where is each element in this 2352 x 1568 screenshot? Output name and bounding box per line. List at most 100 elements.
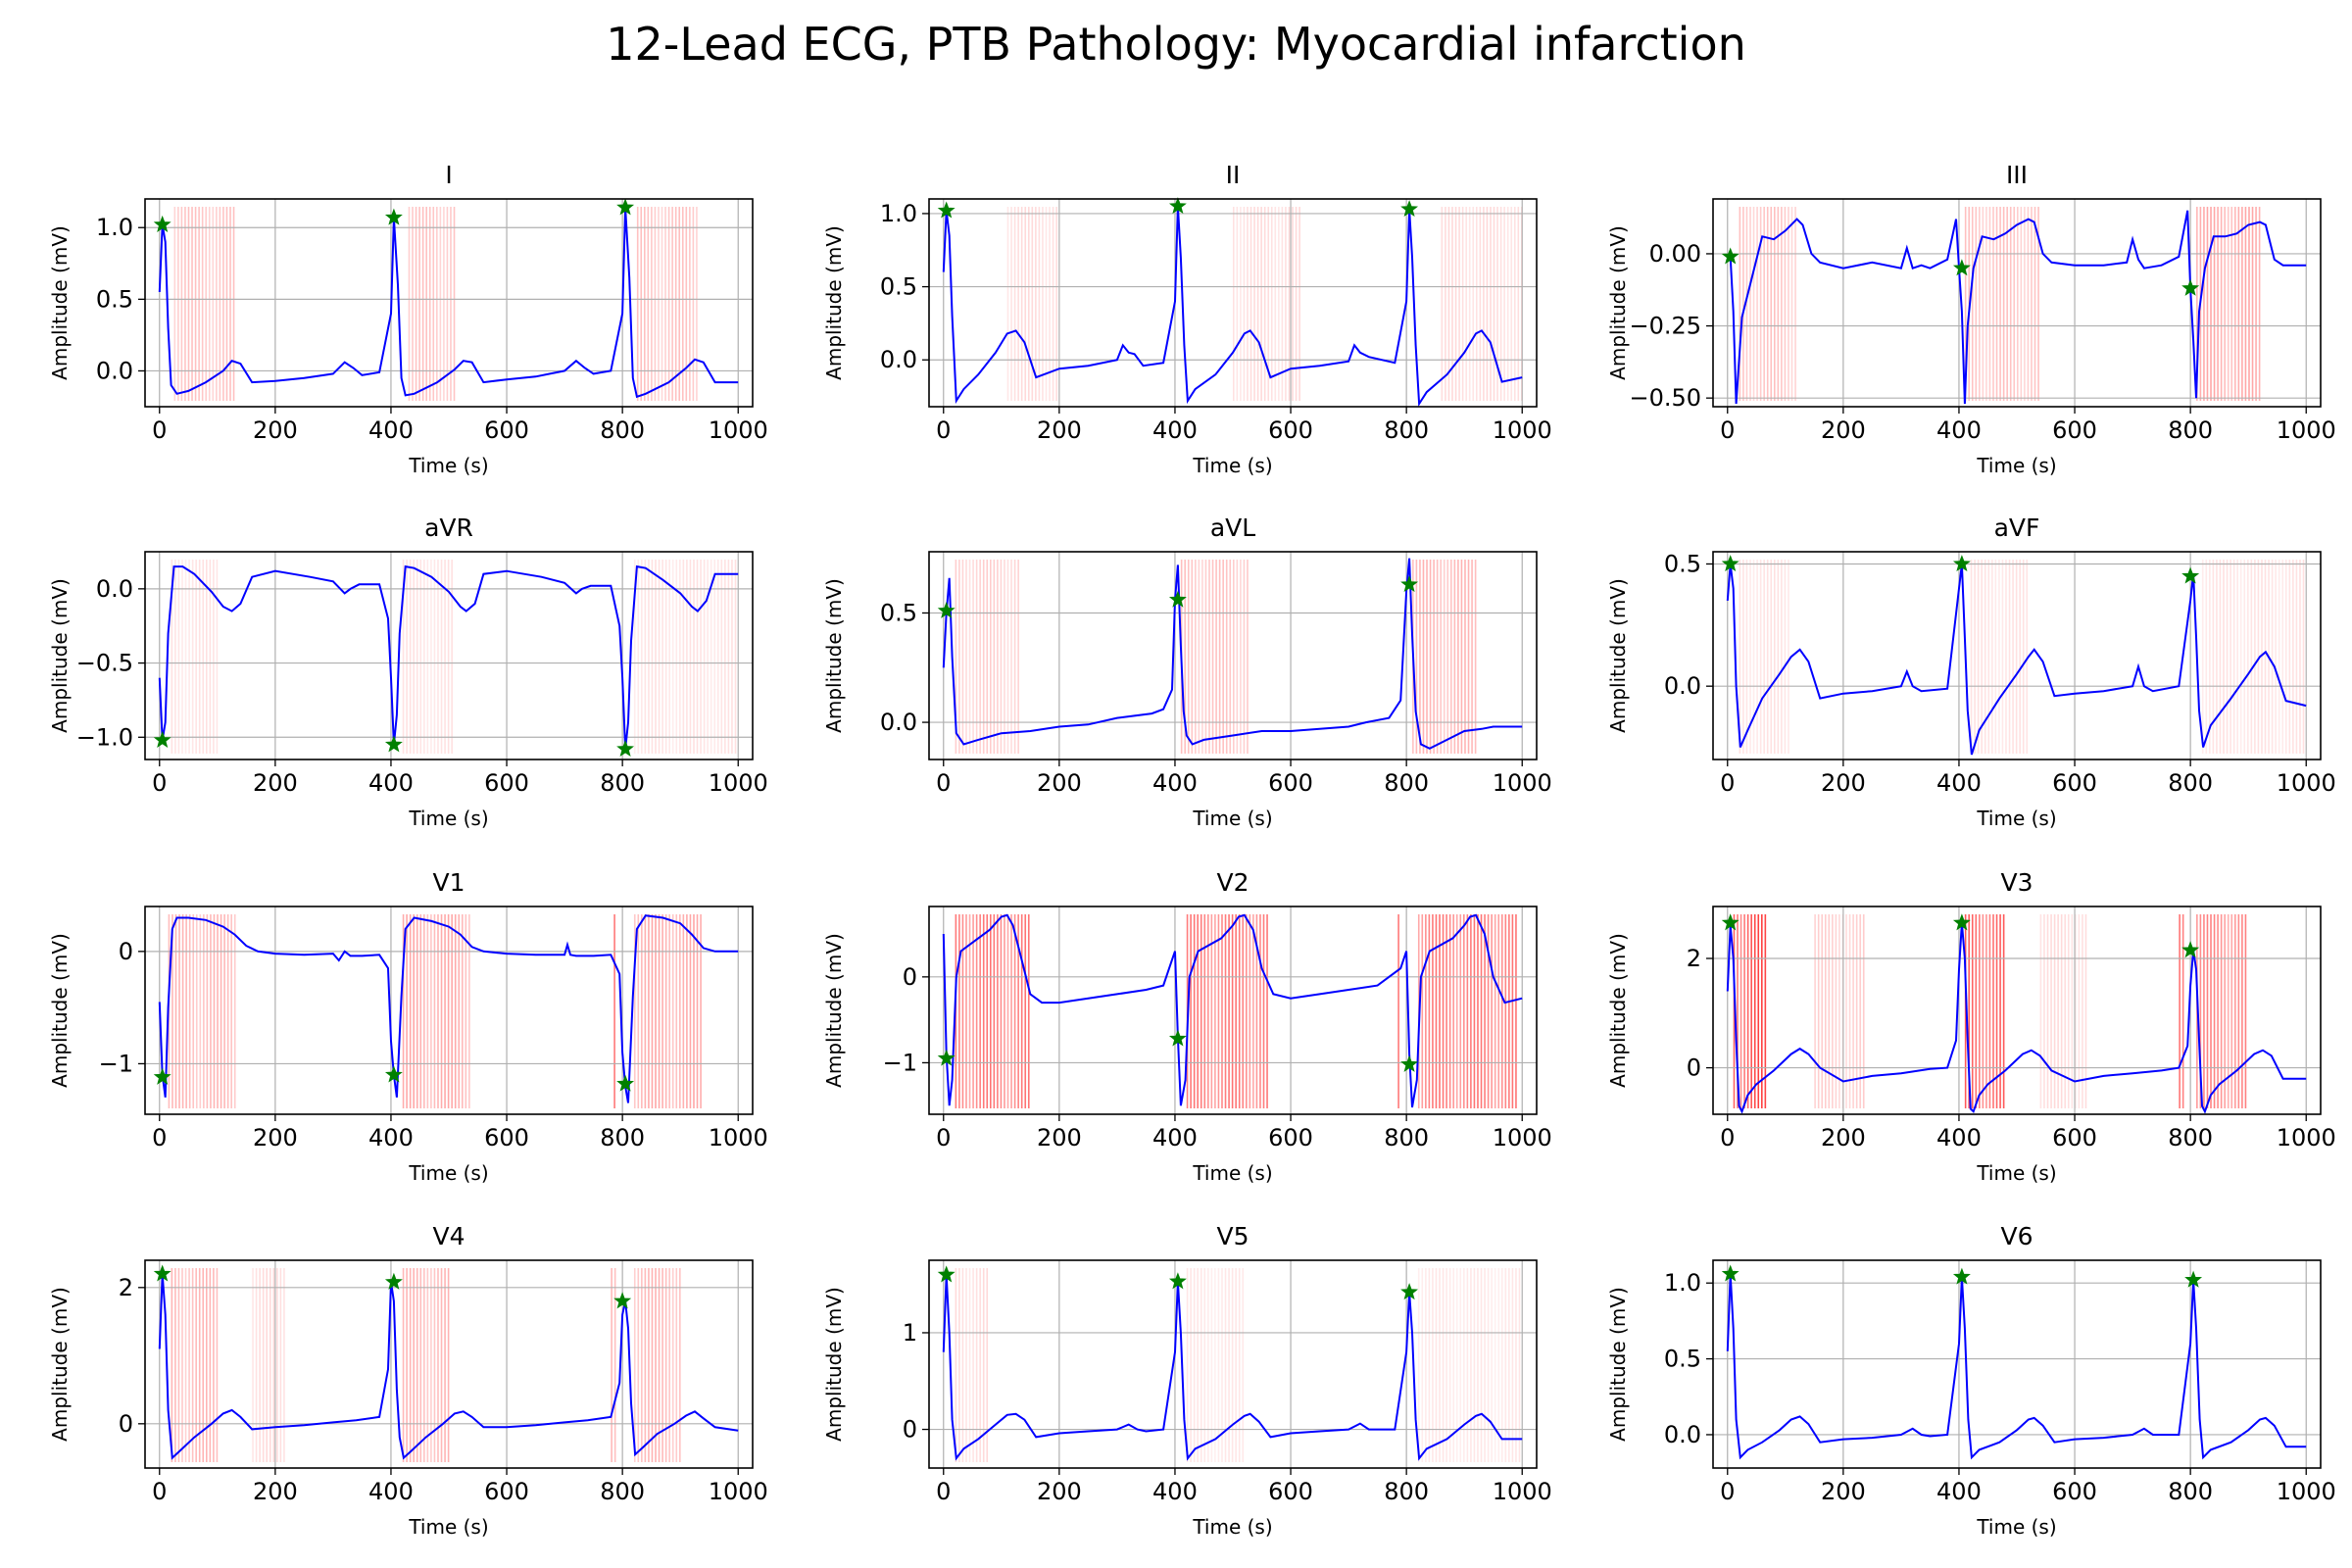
highlight-band [2230,914,2233,1108]
highlight-band [1491,914,1493,1108]
highlight-band [651,207,653,401]
highlight-band [1461,207,1464,401]
r-peak-marker [1168,197,1187,215]
highlight-band [1784,207,1787,401]
highlight-band [1740,914,1742,1108]
highlight-band [181,1268,183,1462]
x-tick-label: 1000 [709,1478,768,1505]
subplot-v2: 0 200 400 600 800 1000 −1 0 V2 Time (s) Amplitude … [822,868,1552,1185]
highlight-band [1020,207,1023,401]
highlight-band [2217,914,2219,1108]
x-tick-label: 400 [1152,769,1198,797]
highlight-band [269,1268,271,1462]
highlight-band [216,1268,219,1462]
highlight-band [678,207,681,401]
r-peak-marker [1400,575,1419,593]
highlight-band [1788,560,1789,754]
highlight-band [644,914,647,1108]
highlight-band [1278,207,1280,401]
x-axis-label: Time (s) [1976,1515,2056,1539]
highlight-band [696,914,699,1108]
highlight-band [1200,914,1202,1108]
highlight-band [1511,914,1514,1108]
x-tick-label: 400 [368,416,414,444]
axes-frame [928,551,1538,760]
highlight-band [1745,560,1748,754]
subplot-v3: 0 200 400 600 800 1000 0 2 V3 Time (s) Amplitude (… [1606,868,2336,1185]
highlight-band [1203,1268,1206,1462]
highlight-band [613,914,615,1108]
highlight-band [210,914,212,1108]
y-tick-label: 0.5 [1664,1346,1701,1373]
highlight-band [1235,914,1237,1108]
highlight-band [437,1268,439,1462]
highlight-band [1752,207,1755,401]
subplot-v5: 0 200 400 600 800 1000 0 1 V5 Time (s) Amplitude (… [822,1222,1552,1539]
x-tick-label: 600 [1268,1478,1313,1505]
highlight-band [1435,914,1438,1108]
highlight-band [1749,560,1751,754]
axes-frame [928,1259,1538,1469]
highlight-band [1448,914,1451,1108]
highlight-band [1447,207,1450,401]
highlight-band [979,560,981,754]
highlight-band [440,914,443,1108]
highlight-band [1233,560,1235,754]
r-peak-marker [2181,941,2200,958]
highlight-band [2196,207,2198,401]
y-tick-label: −0.5 [76,650,133,677]
highlight-band [426,914,429,1108]
highlight-band [454,914,457,1108]
highlight-band [1252,914,1254,1108]
highlight-band [1428,1268,1431,1462]
highlight-band [1233,207,1235,401]
highlight-band [1499,207,1502,401]
highlight-band [1770,560,1773,754]
subplot-i: 0 200 400 600 800 1000 0.0 0.5 1.0 I Time (s) Ampli… [48,161,768,477]
highlight-band [1477,914,1479,1108]
r-peak-marker [1168,1029,1187,1047]
highlight-band [402,560,405,754]
highlight-band [436,207,438,401]
highlight-band [2205,560,2208,754]
highlight-band [2002,207,2005,401]
highlight-band [1506,207,1509,401]
highlight-band [1217,1268,1220,1462]
highlight-band [1999,914,2001,1108]
highlight-band [2295,560,2298,754]
highlight-band [2210,207,2212,401]
highlight-band [651,1268,654,1462]
highlight-band [689,914,692,1108]
highlight-band [419,560,422,754]
highlight-band [1774,560,1776,754]
highlight-band [255,1268,258,1462]
highlight-band [1467,560,1470,754]
highlight-band [1480,914,1483,1108]
highlight-band [1739,207,1741,401]
highlight-band [266,1268,269,1462]
highlight-band [1435,1268,1438,1462]
highlight-band [2223,560,2225,754]
highlight-band [423,914,425,1108]
highlight-band [1024,914,1027,1108]
ecg-signal-line [158,914,739,1103]
highlight-band [1442,1268,1445,1462]
highlight-band [184,560,187,754]
highlight-band [2227,207,2230,401]
highlight-band [637,560,640,754]
subplot-title: aVF [1994,514,2040,542]
y-tick-label: 1.0 [880,200,917,227]
r-peak-marker [1168,590,1187,608]
figure-title: 12-Lead ECG, PTB Pathology: Myocardial i… [606,18,1746,71]
y-tick-label: 0 [119,1410,133,1438]
y-tick-label: 1.0 [96,214,133,241]
x-tick-label: 400 [1152,1478,1198,1505]
highlight-band [1433,560,1435,754]
x-tick-label: 800 [600,769,645,797]
highlight-band [1992,914,1994,1108]
r-peak-marker [153,1264,172,1282]
highlight-band [252,1268,254,1462]
highlight-band [430,560,432,754]
highlight-band [1739,560,1741,754]
highlight-band [1964,207,1967,401]
